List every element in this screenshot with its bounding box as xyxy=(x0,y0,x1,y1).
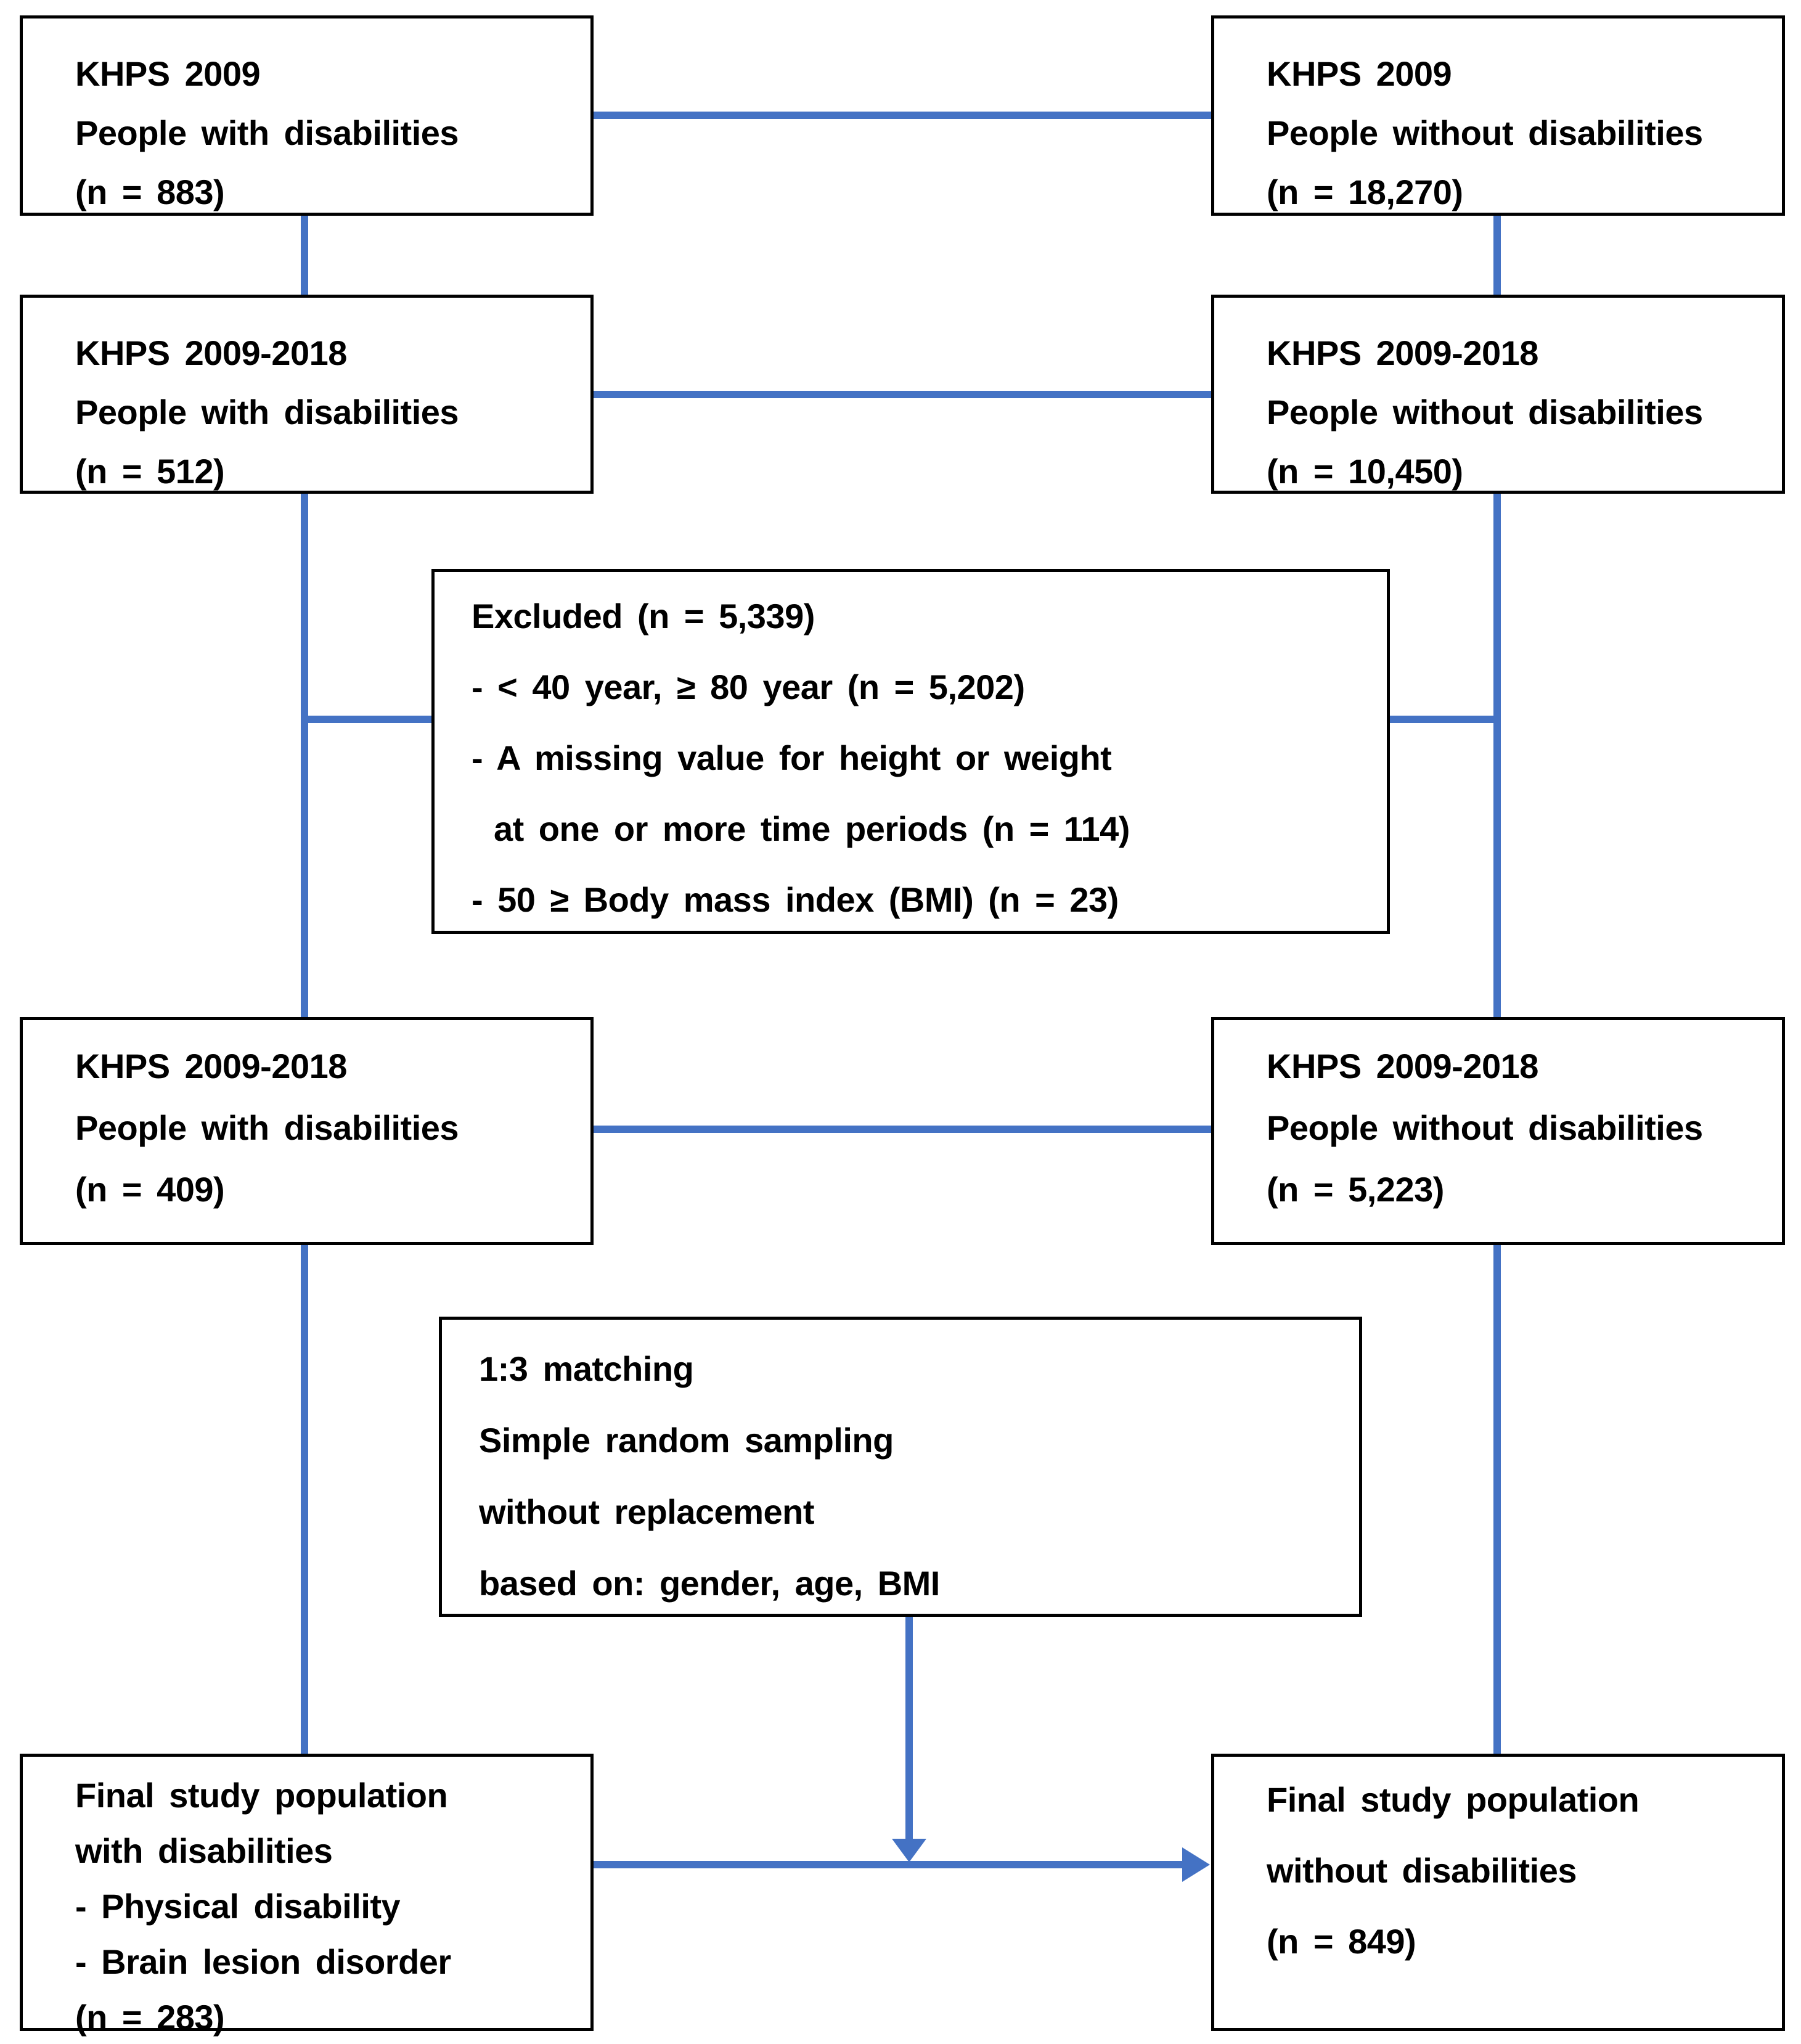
box-line: People with disabilities xyxy=(75,1108,459,1147)
box-line: - Brain lesion disorder xyxy=(75,1942,451,1981)
box-line: KHPS 2009-2018 xyxy=(75,1047,347,1085)
box-line: - Physical disability xyxy=(75,1887,401,1926)
box-khps-filtered-without-disabilities: KHPS 2009-2018 People without disabiliti… xyxy=(1211,1017,1785,1245)
box-line: KHPS 2009-2018 xyxy=(1267,333,1538,372)
box-final-population-with-disabilities: Final study population with disabilities… xyxy=(20,1754,594,2037)
box-line: (n = 883) xyxy=(75,173,225,211)
connector-excluded-right-stub xyxy=(1390,716,1501,723)
connector-left-vertical xyxy=(301,216,308,1754)
box-line: (n = 283) xyxy=(75,1998,225,2037)
box-line: (n = 409) xyxy=(75,1170,225,1209)
box-line: (n = 512) xyxy=(75,452,225,491)
box-khps-filtered-with-disabilities: KHPS 2009-2018 People with disabilities … xyxy=(20,1017,594,1245)
box-excluded-criteria: Excluded (n = 5,339) - < 40 year, ≥ 80 y… xyxy=(431,569,1390,934)
box-line: (n = 5,223) xyxy=(1267,1170,1444,1209)
box-line: - < 40 year, ≥ 80 year (n = 5,202) xyxy=(472,668,1025,706)
connector-excluded-left-stub xyxy=(301,716,431,723)
connector-bottom-horizontal xyxy=(594,1861,1182,1868)
box-line: Simple random sampling xyxy=(479,1421,894,1460)
box-final-population-without-disabilities: Final study population without disabilit… xyxy=(1211,1754,1785,2031)
box-line: KHPS 2009-2018 xyxy=(1267,1047,1538,1085)
box-line: (n = 849) xyxy=(1267,1922,1416,1961)
box-line: KHPS 2009 xyxy=(75,54,261,93)
box-line: Final study population xyxy=(75,1776,448,1815)
box-line: with disabilities xyxy=(75,1831,333,1870)
box-khps-2009-with-disabilities: KHPS 2009 People with disabilities (n = … xyxy=(20,15,594,216)
box-line: People without disabilities xyxy=(1267,113,1703,152)
connector-right-vertical xyxy=(1493,216,1501,1754)
box-line: Excluded (n = 5,339) xyxy=(472,597,815,636)
box-line: (n = 18,270) xyxy=(1267,173,1463,211)
box-line: KHPS 2009-2018 xyxy=(75,333,347,372)
box-line: based on: gender, age, BMI xyxy=(479,1564,940,1603)
box-khps-2009-2018-with-disabilities: KHPS 2009-2018 People with disabilities … xyxy=(20,295,594,494)
box-line: at one or more time periods (n = 114) xyxy=(494,809,1130,848)
box-khps-2009-without-disabilities: KHPS 2009 People without disabilities (n… xyxy=(1211,15,1785,216)
arrowhead-down-icon xyxy=(892,1839,926,1862)
box-line: People without disabilities xyxy=(1267,393,1703,431)
box-khps-2009-2018-without-disabilities: KHPS 2009-2018 People without disabiliti… xyxy=(1211,295,1785,494)
box-line: without disabilities xyxy=(1267,1851,1577,1890)
connector-row3-horizontal xyxy=(594,1126,1211,1133)
box-line: - A missing value for height or weight xyxy=(472,738,1112,777)
connector-row1-horizontal xyxy=(594,112,1211,119)
connector-matching-down xyxy=(905,1617,913,1839)
box-line: Final study population xyxy=(1267,1780,1640,1819)
box-line: People without disabilities xyxy=(1267,1108,1703,1147)
box-line: without replacement xyxy=(479,1492,814,1531)
connector-row2-horizontal xyxy=(594,391,1211,398)
box-matching-method: 1:3 matching Simple random sampling with… xyxy=(439,1317,1362,1617)
box-line: (n = 10,450) xyxy=(1267,452,1463,491)
box-line: 1:3 matching xyxy=(479,1349,694,1388)
box-line: - 50 ≥ Body mass index (BMI) (n = 23) xyxy=(472,880,1119,919)
arrowhead-right-icon xyxy=(1182,1847,1210,1882)
box-line: People with disabilities xyxy=(75,393,459,431)
box-line: People with disabilities xyxy=(75,113,459,152)
box-line: KHPS 2009 xyxy=(1267,54,1452,93)
